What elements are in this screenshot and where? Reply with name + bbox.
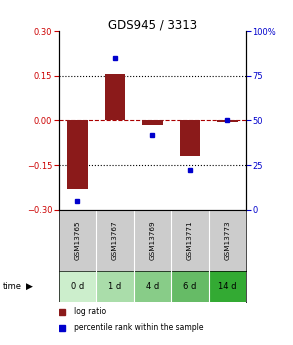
Text: 14 d: 14 d [218,282,237,291]
Text: GSM13771: GSM13771 [187,220,193,260]
Bar [67,120,88,189]
Bar [105,74,125,120]
Bar [209,271,246,302]
Bar [96,271,134,302]
Text: percentile rank within the sample: percentile rank within the sample [74,324,203,333]
Text: 1 d: 1 d [108,282,122,291]
Bar [142,120,163,125]
Text: 0 d: 0 d [71,282,84,291]
Bar [171,271,209,302]
Text: 6 d: 6 d [183,282,197,291]
Bar [180,120,200,156]
Text: 4 d: 4 d [146,282,159,291]
Text: GSM13769: GSM13769 [149,220,155,260]
Text: GSM13767: GSM13767 [112,220,118,260]
Bar [217,120,238,122]
Text: log ratio: log ratio [74,307,106,316]
Bar [134,271,171,302]
Text: GSM13765: GSM13765 [74,220,80,260]
Text: GSM13773: GSM13773 [224,220,230,260]
Text: ▶: ▶ [26,282,33,291]
Title: GDS945 / 3313: GDS945 / 3313 [108,18,197,31]
Text: time: time [3,282,22,291]
Bar [59,271,96,302]
